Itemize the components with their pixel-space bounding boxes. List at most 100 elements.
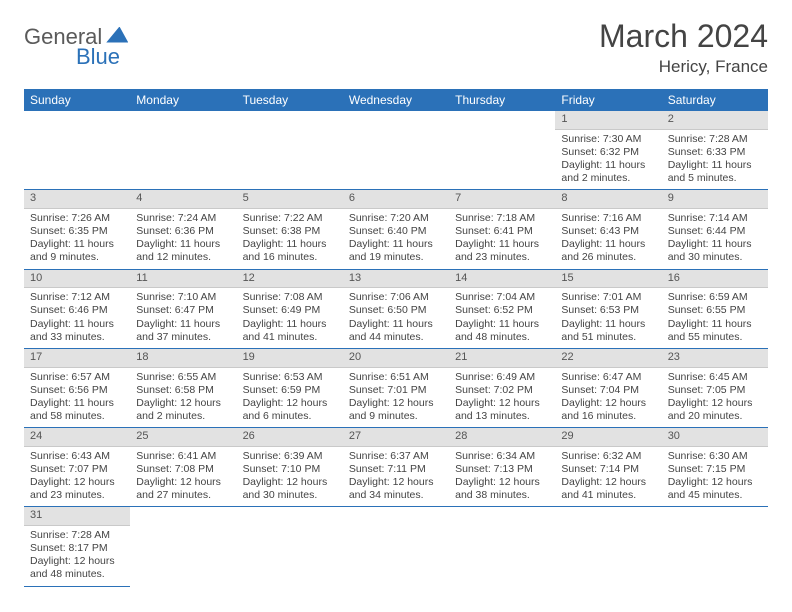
day-cell: [449, 111, 555, 190]
daylight-text-2: and 34 minutes.: [349, 489, 443, 502]
day-cell: 15Sunrise: 7:01 AMSunset: 6:53 PMDayligh…: [555, 269, 661, 348]
day-cell: 6Sunrise: 7:20 AMSunset: 6:40 PMDaylight…: [343, 190, 449, 269]
sunset-text: Sunset: 7:04 PM: [561, 384, 655, 397]
sunset-text: Sunset: 6:59 PM: [243, 384, 337, 397]
daylight-text-2: and 19 minutes.: [349, 251, 443, 264]
day-header: Friday: [555, 89, 661, 111]
day-header: Wednesday: [343, 89, 449, 111]
day-body: Sunrise: 6:47 AMSunset: 7:04 PMDaylight:…: [555, 368, 661, 428]
day-body: Sunrise: 7:10 AMSunset: 6:47 PMDaylight:…: [130, 288, 236, 348]
sunset-text: Sunset: 7:15 PM: [668, 463, 762, 476]
day-cell: 27Sunrise: 6:37 AMSunset: 7:11 PMDayligh…: [343, 428, 449, 507]
sunrise-text: Sunrise: 6:49 AM: [455, 371, 549, 384]
sunset-text: Sunset: 6:49 PM: [243, 304, 337, 317]
sunset-text: Sunset: 7:11 PM: [349, 463, 443, 476]
day-header: Sunday: [24, 89, 130, 111]
day-cell: 25Sunrise: 6:41 AMSunset: 7:08 PMDayligh…: [130, 428, 236, 507]
sunrise-text: Sunrise: 7:12 AM: [30, 291, 124, 304]
day-body: Sunrise: 7:08 AMSunset: 6:49 PMDaylight:…: [237, 288, 343, 348]
daylight-text: Daylight: 12 hours: [668, 476, 762, 489]
sunrise-text: Sunrise: 6:34 AM: [455, 450, 549, 463]
daylight-text: Daylight: 12 hours: [561, 476, 655, 489]
daylight-text-2: and 16 minutes.: [561, 410, 655, 423]
daylight-text: Daylight: 11 hours: [243, 238, 337, 251]
sunrise-text: Sunrise: 6:57 AM: [30, 371, 124, 384]
sunset-text: Sunset: 7:08 PM: [136, 463, 230, 476]
day-body: Sunrise: 6:55 AMSunset: 6:58 PMDaylight:…: [130, 368, 236, 428]
day-cell: 16Sunrise: 6:59 AMSunset: 6:55 PMDayligh…: [662, 269, 768, 348]
daylight-text-2: and 16 minutes.: [243, 251, 337, 264]
day-cell: 1Sunrise: 7:30 AMSunset: 6:32 PMDaylight…: [555, 111, 661, 190]
day-number: 25: [130, 428, 236, 447]
day-number: 27: [343, 428, 449, 447]
day-cell: [555, 507, 661, 586]
day-number: 5: [237, 190, 343, 209]
daylight-text: Daylight: 12 hours: [136, 397, 230, 410]
week-row: 10Sunrise: 7:12 AMSunset: 6:46 PMDayligh…: [24, 269, 768, 348]
day-body: Sunrise: 6:51 AMSunset: 7:01 PMDaylight:…: [343, 368, 449, 428]
day-number: 12: [237, 270, 343, 289]
sunset-text: Sunset: 6:58 PM: [136, 384, 230, 397]
sunset-text: Sunset: 6:46 PM: [30, 304, 124, 317]
day-body: Sunrise: 7:30 AMSunset: 6:32 PMDaylight:…: [555, 130, 661, 190]
sunset-text: Sunset: 6:44 PM: [668, 225, 762, 238]
day-cell: 4Sunrise: 7:24 AMSunset: 6:36 PMDaylight…: [130, 190, 236, 269]
sunset-text: Sunset: 7:13 PM: [455, 463, 549, 476]
daylight-text: Daylight: 12 hours: [455, 476, 549, 489]
day-body: Sunrise: 7:12 AMSunset: 6:46 PMDaylight:…: [24, 288, 130, 348]
daylight-text: Daylight: 11 hours: [243, 318, 337, 331]
day-body: Sunrise: 7:01 AMSunset: 6:53 PMDaylight:…: [555, 288, 661, 348]
day-body: Sunrise: 7:16 AMSunset: 6:43 PMDaylight:…: [555, 209, 661, 269]
daylight-text-2: and 23 minutes.: [30, 489, 124, 502]
daylight-text-2: and 9 minutes.: [30, 251, 124, 264]
day-body: Sunrise: 6:43 AMSunset: 7:07 PMDaylight:…: [24, 447, 130, 507]
week-row: 31Sunrise: 7:28 AMSunset: 8:17 PMDayligh…: [24, 507, 768, 586]
day-body: Sunrise: 6:30 AMSunset: 7:15 PMDaylight:…: [662, 447, 768, 507]
day-cell: 14Sunrise: 7:04 AMSunset: 6:52 PMDayligh…: [449, 269, 555, 348]
day-cell: 10Sunrise: 7:12 AMSunset: 6:46 PMDayligh…: [24, 269, 130, 348]
day-cell: 21Sunrise: 6:49 AMSunset: 7:02 PMDayligh…: [449, 348, 555, 427]
day-cell: 8Sunrise: 7:16 AMSunset: 6:43 PMDaylight…: [555, 190, 661, 269]
day-number: 2: [662, 111, 768, 130]
day-number: 20: [343, 349, 449, 368]
day-body: Sunrise: 6:34 AMSunset: 7:13 PMDaylight:…: [449, 447, 555, 507]
sunset-text: Sunset: 6:38 PM: [243, 225, 337, 238]
daylight-text: Daylight: 11 hours: [455, 238, 549, 251]
day-cell: 13Sunrise: 7:06 AMSunset: 6:50 PMDayligh…: [343, 269, 449, 348]
day-body: Sunrise: 7:20 AMSunset: 6:40 PMDaylight:…: [343, 209, 449, 269]
week-row: 1Sunrise: 7:30 AMSunset: 6:32 PMDaylight…: [24, 111, 768, 190]
day-cell: [24, 111, 130, 190]
day-body: Sunrise: 6:45 AMSunset: 7:05 PMDaylight:…: [662, 368, 768, 428]
week-row: 3Sunrise: 7:26 AMSunset: 6:35 PMDaylight…: [24, 190, 768, 269]
daylight-text-2: and 9 minutes.: [349, 410, 443, 423]
daylight-text: Daylight: 12 hours: [243, 476, 337, 489]
sunrise-text: Sunrise: 6:30 AM: [668, 450, 762, 463]
daylight-text: Daylight: 12 hours: [349, 476, 443, 489]
day-body: Sunrise: 6:39 AMSunset: 7:10 PMDaylight:…: [237, 447, 343, 507]
day-cell: 17Sunrise: 6:57 AMSunset: 6:56 PMDayligh…: [24, 348, 130, 427]
sunrise-text: Sunrise: 7:18 AM: [455, 212, 549, 225]
daylight-text-2: and 33 minutes.: [30, 331, 124, 344]
day-header: Saturday: [662, 89, 768, 111]
day-number: 11: [130, 270, 236, 289]
daylight-text: Daylight: 11 hours: [561, 238, 655, 251]
sunrise-text: Sunrise: 7:08 AM: [243, 291, 337, 304]
day-number: 8: [555, 190, 661, 209]
daylight-text-2: and 30 minutes.: [668, 251, 762, 264]
sunset-text: Sunset: 7:14 PM: [561, 463, 655, 476]
day-number: 6: [343, 190, 449, 209]
sunrise-text: Sunrise: 7:16 AM: [561, 212, 655, 225]
day-body: Sunrise: 7:22 AMSunset: 6:38 PMDaylight:…: [237, 209, 343, 269]
daylight-text-2: and 6 minutes.: [243, 410, 337, 423]
sunrise-text: Sunrise: 7:14 AM: [668, 212, 762, 225]
day-body: Sunrise: 7:14 AMSunset: 6:44 PMDaylight:…: [662, 209, 768, 269]
daylight-text: Daylight: 12 hours: [668, 397, 762, 410]
daylight-text: Daylight: 12 hours: [243, 397, 337, 410]
daylight-text: Daylight: 12 hours: [455, 397, 549, 410]
sunrise-text: Sunrise: 6:39 AM: [243, 450, 337, 463]
daylight-text: Daylight: 12 hours: [136, 476, 230, 489]
daylight-text: Daylight: 11 hours: [668, 238, 762, 251]
daylight-text-2: and 38 minutes.: [455, 489, 549, 502]
daylight-text: Daylight: 12 hours: [30, 476, 124, 489]
sunrise-text: Sunrise: 7:28 AM: [668, 133, 762, 146]
